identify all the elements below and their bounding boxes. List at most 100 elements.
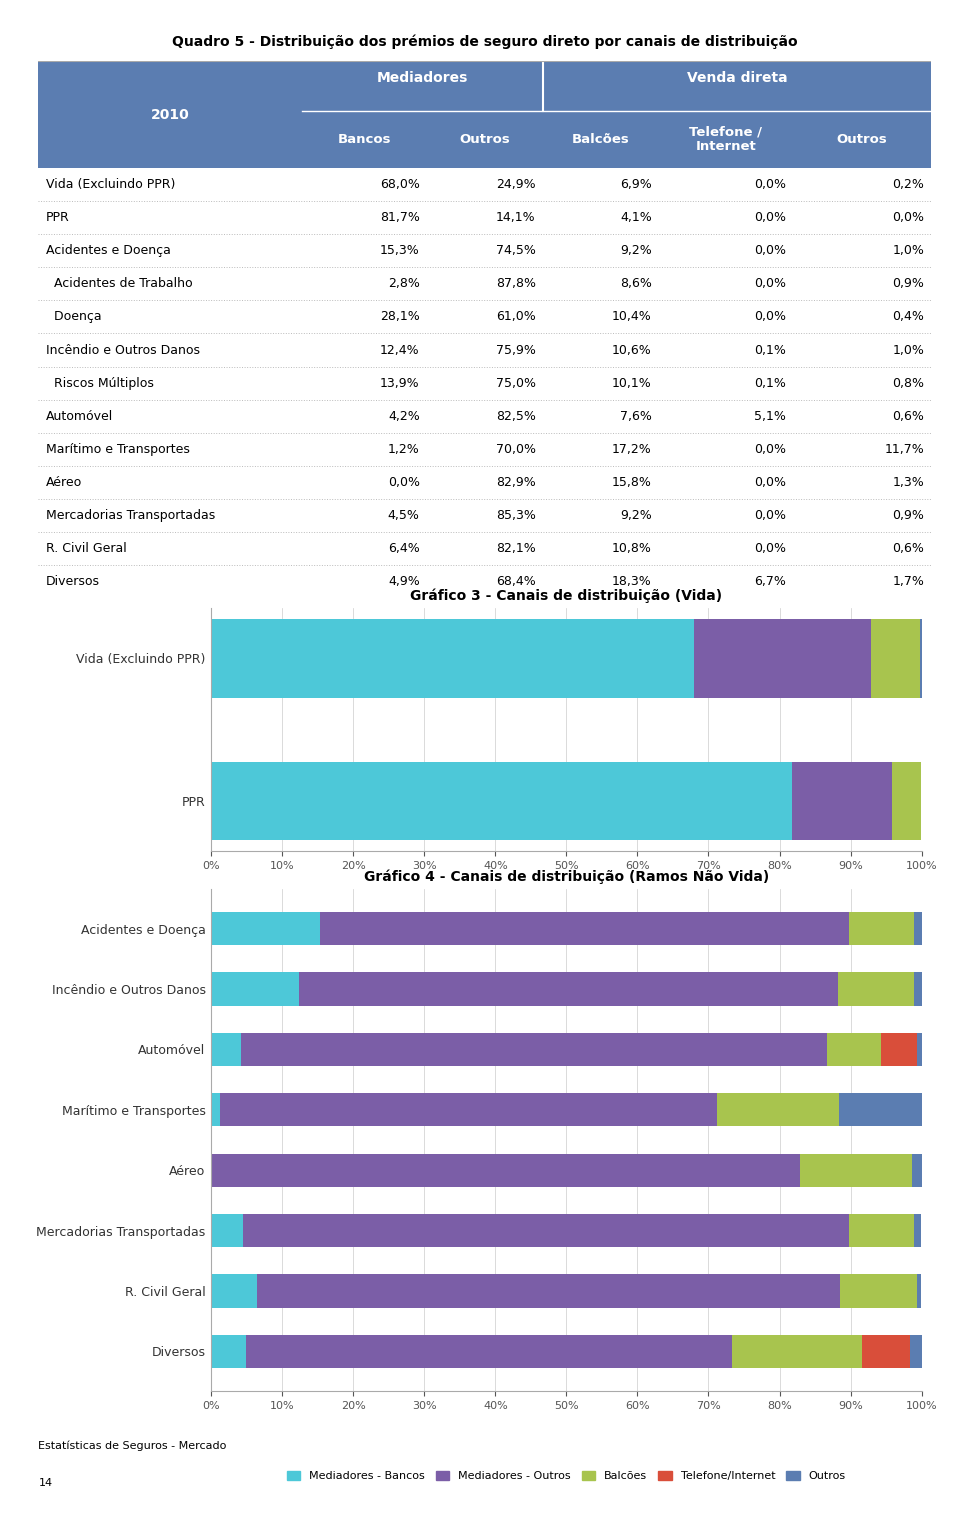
Text: Acidentes e Doença: Acidentes e Doença [45,245,171,257]
Bar [850,912,915,945]
Text: 1,3%: 1,3% [892,476,924,488]
Text: Acidentes de Trabalho: Acidentes de Trabalho [45,278,192,290]
Bar [792,762,892,841]
Text: Outros: Outros [460,132,510,146]
Bar [732,1335,862,1368]
Bar [838,973,914,1006]
Text: 5,1%: 5,1% [754,409,785,423]
Bar [211,1274,256,1307]
Text: Aéreo: Aéreo [45,476,82,488]
Text: 8,6%: 8,6% [620,278,652,290]
Text: 70,0%: 70,0% [495,442,536,456]
Bar [211,1214,243,1248]
Bar [211,1335,246,1368]
Bar [211,1154,800,1187]
Text: 87,8%: 87,8% [495,278,536,290]
Bar [38,169,931,201]
Text: 0,0%: 0,0% [754,476,785,488]
Text: 1,2%: 1,2% [388,442,420,456]
Text: Diversos: Diversos [45,575,100,588]
Text: Mediadores: Mediadores [376,71,468,85]
Text: 0,2%: 0,2% [892,178,924,192]
Text: 0,4%: 0,4% [892,310,924,324]
Text: 0,0%: 0,0% [754,541,785,555]
Text: PPR: PPR [45,211,69,225]
Bar [38,499,931,532]
Text: 1,0%: 1,0% [892,245,924,257]
Text: R. Civil Geral: R. Civil Geral [45,541,127,555]
Text: 6,9%: 6,9% [620,178,652,192]
Text: 2010: 2010 [151,108,189,122]
Bar [211,762,792,841]
Bar [38,532,931,565]
Text: 6,4%: 6,4% [388,541,420,555]
Text: 10,8%: 10,8% [612,541,652,555]
Bar [915,1214,921,1248]
Text: Telefone /
Internet: Telefone / Internet [689,126,762,154]
Legend: Mediadores - Bancos, Mediadores - Outros, Balcões, Telefone/Internet, Outros: Mediadores - Bancos, Mediadores - Outros… [282,1467,851,1487]
Text: Marítimo e Transportes: Marítimo e Transportes [45,442,189,456]
Text: 82,9%: 82,9% [496,476,536,488]
Text: 12,4%: 12,4% [380,344,420,357]
Bar [246,1335,732,1368]
Bar [38,201,931,234]
Bar [211,912,320,945]
Bar [38,333,931,366]
Bar [38,268,931,301]
Bar [220,1093,717,1126]
Text: Balcões: Balcões [572,132,630,146]
Text: 81,7%: 81,7% [380,211,420,225]
Bar [320,912,850,945]
Text: 82,1%: 82,1% [496,541,536,555]
Text: 82,5%: 82,5% [495,409,536,423]
Bar [892,762,921,841]
Bar [871,619,921,698]
Text: 75,0%: 75,0% [495,377,536,389]
Text: 1,0%: 1,0% [892,344,924,357]
Bar [881,1032,918,1066]
Text: 10,4%: 10,4% [612,310,652,324]
Text: 0,1%: 0,1% [754,377,785,389]
Text: 14: 14 [38,1477,53,1488]
Bar [912,1154,922,1187]
Text: 0,0%: 0,0% [754,442,785,456]
Bar [694,619,871,698]
Bar [38,433,931,465]
Text: 0,0%: 0,0% [754,509,785,521]
Text: 0,1%: 0,1% [754,344,785,357]
Text: 2,8%: 2,8% [388,278,420,290]
Text: Mercadorias Transportadas: Mercadorias Transportadas [45,509,215,521]
Bar [828,1032,881,1066]
Text: 4,2%: 4,2% [388,409,420,423]
Text: Riscos Múltiplos: Riscos Múltiplos [45,377,154,389]
Bar [915,973,922,1006]
Bar [38,61,931,111]
Text: 0,0%: 0,0% [388,476,420,488]
Bar [300,973,838,1006]
Bar [800,1154,912,1187]
Bar [850,1214,915,1248]
Bar [243,1214,850,1248]
Text: 7,6%: 7,6% [620,409,652,423]
Bar [862,1335,909,1368]
Text: 9,2%: 9,2% [620,245,652,257]
Text: 14,1%: 14,1% [496,211,536,225]
Text: Automóvel: Automóvel [45,409,112,423]
Text: 0,9%: 0,9% [892,509,924,521]
Bar [909,1335,922,1368]
Bar [840,1274,917,1307]
Text: Doença: Doença [45,310,101,324]
Text: 1,7%: 1,7% [892,575,924,588]
Text: 10,6%: 10,6% [612,344,652,357]
Text: 24,9%: 24,9% [496,178,536,192]
Text: Estatísticas de Seguros - Mercado: Estatísticas de Seguros - Mercado [38,1441,227,1450]
Title: Gráfico 4 - Canais de distribuição (Ramos Não Vida): Gráfico 4 - Canais de distribuição (Ramo… [364,869,769,883]
Text: 15,8%: 15,8% [612,476,652,488]
Bar [921,619,922,698]
Bar [38,465,931,499]
Bar [211,1032,241,1066]
Text: 0,0%: 0,0% [754,278,785,290]
Bar [38,366,931,400]
Bar [241,1032,828,1066]
Text: 0,6%: 0,6% [892,409,924,423]
